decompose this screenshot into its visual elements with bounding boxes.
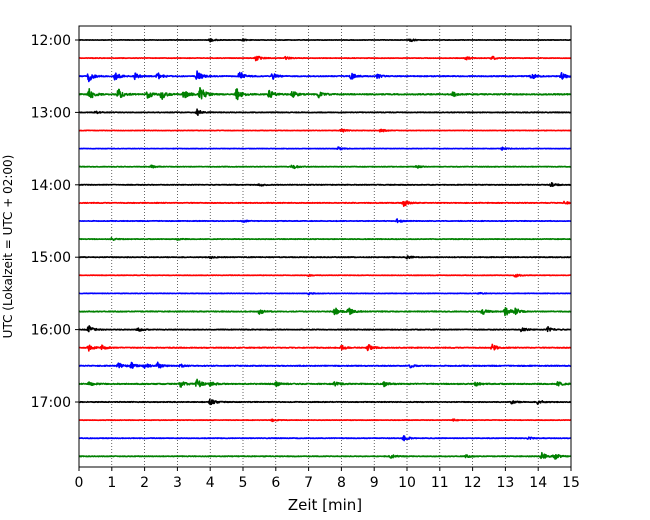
y-tick-label-0: 12:00 bbox=[31, 33, 71, 49]
x-tick-label-15: 15 bbox=[562, 475, 580, 491]
trace-1300 bbox=[78, 108, 572, 117]
trace-1215 bbox=[78, 55, 572, 62]
trace-1700 bbox=[78, 398, 572, 406]
y-tick-label-4: 16:00 bbox=[31, 323, 71, 339]
x-tick-label-9: 9 bbox=[370, 475, 379, 491]
trace-1415 bbox=[78, 200, 572, 207]
y-axis-ticks: 12:00 13:00 14:00 15:00 16:00 17:00 bbox=[31, 33, 79, 411]
trace-1315 bbox=[78, 128, 572, 133]
grid-lines bbox=[111, 26, 539, 467]
x-tick-label-1: 1 bbox=[107, 475, 116, 491]
x-tick-label-10: 10 bbox=[398, 475, 416, 491]
trace-1200 bbox=[78, 38, 572, 43]
trace-1545 bbox=[78, 306, 572, 317]
y-tick-label-1: 13:00 bbox=[31, 105, 71, 121]
x-axis-ticks: 0 1 2 3 4 5 6 7 8 9 10 11 12 13 14 15 bbox=[75, 467, 580, 491]
x-tick-label-8: 8 bbox=[337, 475, 346, 491]
x-tick-label-0: 0 bbox=[75, 475, 84, 491]
trace-1230 bbox=[78, 70, 572, 83]
trace-1645 bbox=[78, 378, 572, 388]
x-tick-label-4: 4 bbox=[206, 475, 215, 491]
y-tick-label-3: 15:00 bbox=[31, 250, 71, 266]
x-tick-label-12: 12 bbox=[464, 475, 482, 491]
x-tick-label-2: 2 bbox=[140, 475, 149, 491]
y-axis-label: UTC (Lokalzeit = UTC + 02:00) bbox=[1, 155, 15, 339]
seismogram-traces bbox=[78, 38, 572, 460]
trace-1445 bbox=[78, 237, 572, 242]
trace-1630 bbox=[78, 361, 572, 369]
y-tick-label-2: 14:00 bbox=[31, 178, 71, 194]
x-tick-label-6: 6 bbox=[271, 475, 280, 491]
trace-1600 bbox=[78, 325, 572, 333]
x-tick-label-7: 7 bbox=[304, 475, 313, 491]
trace-1330 bbox=[78, 146, 572, 151]
trace-1715 bbox=[78, 418, 572, 423]
x-tick-label-5: 5 bbox=[239, 475, 248, 491]
x-tick-label-14: 14 bbox=[529, 475, 547, 491]
trace-1530 bbox=[78, 291, 572, 296]
plot-frame bbox=[78, 25, 572, 468]
trace-1515 bbox=[78, 273, 572, 278]
trace-1500 bbox=[78, 255, 572, 260]
x-tick-label-3: 3 bbox=[173, 475, 182, 491]
trace-1345 bbox=[78, 164, 572, 170]
trace-1400 bbox=[78, 182, 572, 188]
y-tick-label-5: 17:00 bbox=[31, 395, 71, 411]
trace-1745 bbox=[78, 451, 572, 460]
x-tick-label-13: 13 bbox=[496, 475, 514, 491]
trace-1430 bbox=[78, 218, 572, 224]
x-tick-label-11: 11 bbox=[431, 475, 449, 491]
trace-1615 bbox=[78, 343, 572, 352]
x-axis-label: Zeit [min] bbox=[288, 496, 362, 514]
trace-1245 bbox=[78, 86, 572, 101]
trace-1730 bbox=[78, 435, 572, 442]
